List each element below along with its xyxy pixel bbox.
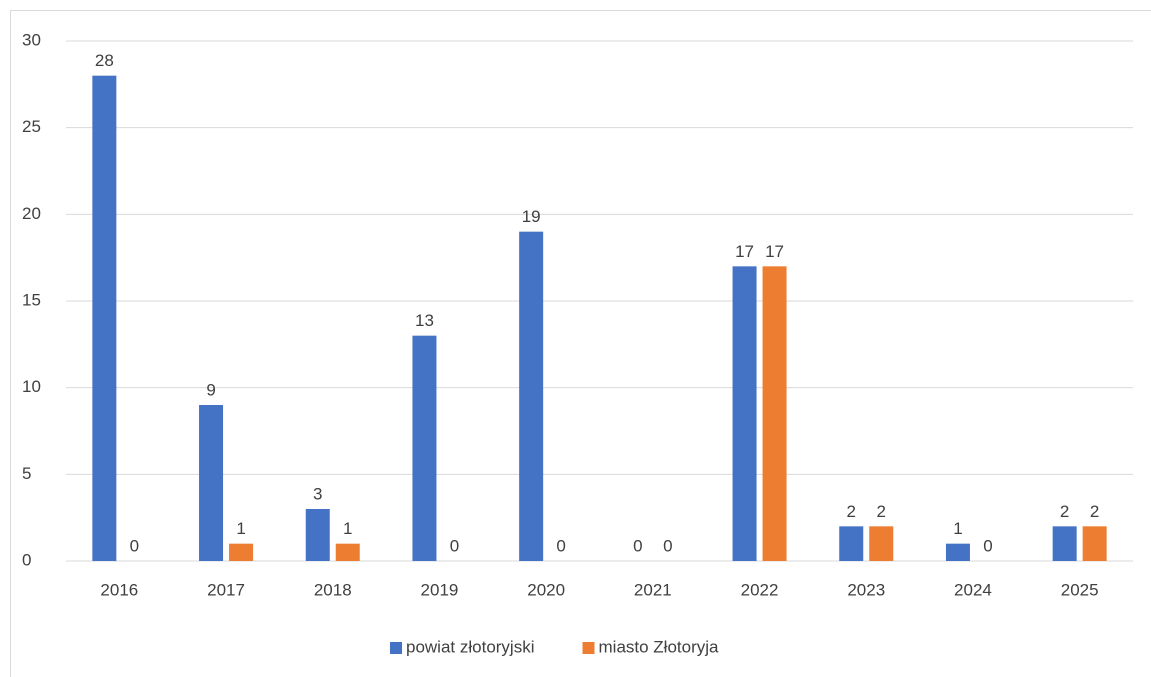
chart-border [10, 10, 1151, 677]
data-label: 28 [95, 51, 114, 70]
data-label: 0 [130, 536, 139, 555]
bar [305, 509, 330, 561]
y-tick-label: 30 [22, 30, 41, 49]
data-label: 17 [735, 242, 754, 261]
x-tick-label: 2019 [421, 580, 459, 599]
x-tick-label: 2021 [634, 580, 672, 599]
y-tick-label: 0 [22, 550, 31, 569]
x-tick-label: 2022 [741, 580, 779, 599]
legend-label: miasto Złotoryja [599, 637, 720, 656]
data-label: 1 [236, 519, 245, 538]
y-tick-label: 10 [22, 377, 41, 396]
y-tick-label: 5 [22, 464, 31, 483]
data-label: 19 [522, 207, 541, 226]
bar [762, 266, 787, 561]
bar [945, 543, 970, 561]
bar [199, 405, 224, 561]
data-label: 1 [953, 519, 962, 538]
data-label: 2 [847, 502, 856, 521]
legend-label: powiat złotoryjski [406, 637, 535, 656]
bar [92, 75, 117, 562]
x-tick-label: 2018 [314, 580, 352, 599]
data-label: 0 [450, 536, 459, 555]
data-label: 17 [765, 242, 784, 261]
bar [1082, 526, 1107, 561]
bar [229, 543, 254, 561]
data-label: 13 [415, 311, 434, 330]
data-label: 0 [556, 536, 565, 555]
data-label: 9 [206, 380, 215, 399]
x-tick-label: 2017 [207, 580, 245, 599]
legend-swatch [582, 642, 595, 654]
bar [869, 526, 894, 561]
data-label: 0 [633, 536, 642, 555]
bar [335, 543, 360, 561]
data-label: 3 [313, 484, 322, 503]
y-tick-label: 15 [22, 290, 41, 309]
legend-swatch [390, 642, 402, 654]
y-tick-label: 20 [22, 204, 41, 223]
data-label: 0 [983, 536, 992, 555]
bar [1052, 526, 1077, 561]
data-label: 2 [877, 502, 886, 521]
bar [732, 266, 757, 561]
bar [839, 526, 864, 561]
data-label: 2 [1060, 502, 1069, 521]
y-tick-label: 25 [22, 117, 41, 136]
bar [412, 335, 437, 561]
data-label: 0 [663, 536, 672, 555]
x-tick-label: 2020 [527, 580, 565, 599]
data-label: 1 [343, 519, 352, 538]
x-tick-label: 2016 [100, 580, 138, 599]
x-tick-label: 2023 [847, 580, 885, 599]
x-tick-label: 2025 [1061, 580, 1099, 599]
bar [519, 231, 544, 561]
data-label: 2 [1090, 502, 1099, 521]
x-tick-label: 2024 [954, 580, 992, 599]
